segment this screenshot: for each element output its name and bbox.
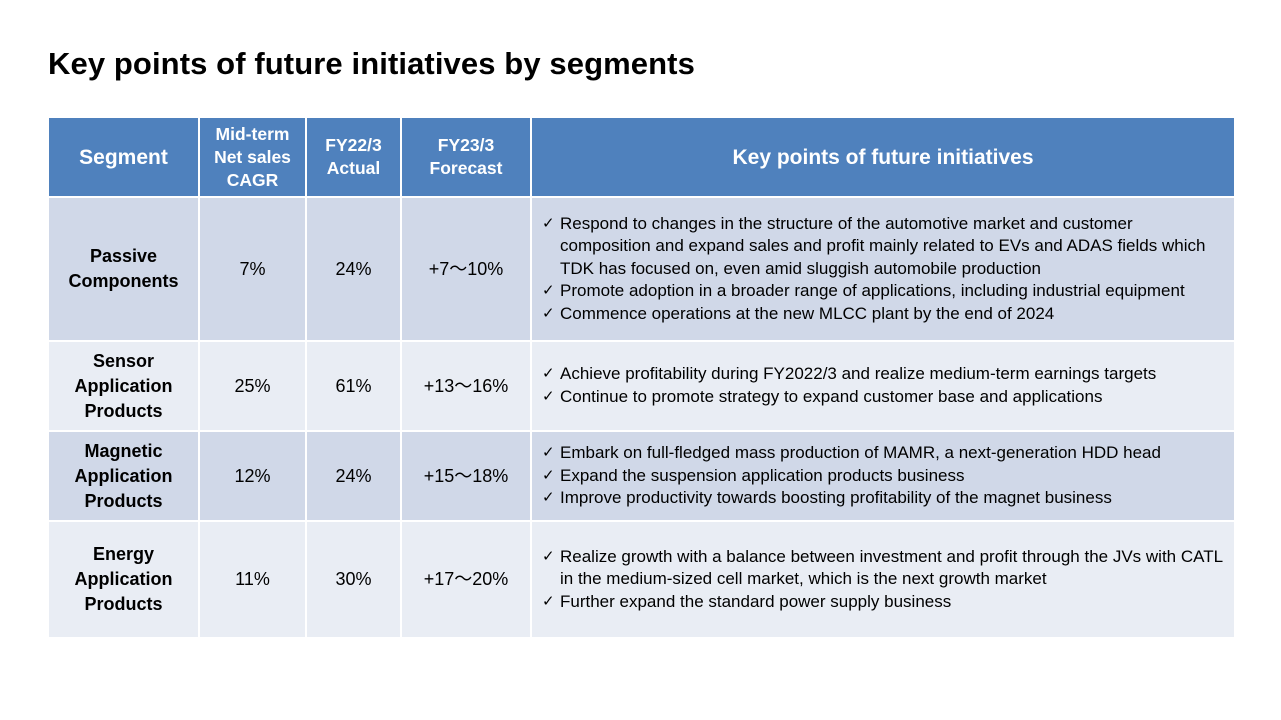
- actual-value: 61%: [305, 340, 402, 432]
- segment-name-line: Application: [74, 569, 173, 589]
- check-icon: ✓: [542, 444, 555, 462]
- forecast-value: +17～20%: [400, 520, 532, 639]
- initiatives-cell: ✓ Realize growth with a balance between i…: [530, 520, 1236, 639]
- initiative-text: Realize growth with a balance between in…: [560, 546, 1223, 589]
- header-forecast: FY23/3 Forecast: [400, 116, 532, 198]
- segment-name: Magnetic Application Products: [47, 430, 200, 522]
- header-segment: Segment: [47, 116, 200, 198]
- header-cagr-line3: CAGR: [226, 169, 279, 190]
- initiative-text: Commence operations at the new MLCC plan…: [560, 303, 1055, 323]
- table-row: Passive Components 7% 24% +7～10% ✓ Respon…: [47, 196, 1236, 342]
- header-actual-line1: FY22/3: [325, 135, 382, 155]
- initiatives-list: ✓ Achieve profitability during FY2022/3 a…: [542, 363, 1226, 408]
- initiative-item: ✓ Improve productivity towards boosting p…: [542, 487, 1226, 510]
- forecast-value: +13～16%: [400, 340, 532, 432]
- check-icon: ✓: [542, 547, 555, 565]
- initiative-item: ✓ Embark on full-fledged mass production …: [542, 442, 1226, 465]
- initiatives-list: ✓ Respond to changes in the structure of …: [542, 213, 1226, 326]
- segment-name-line: Sensor: [92, 350, 155, 371]
- header-cagr-line1: Mid-term: [215, 123, 290, 144]
- initiatives-list: ✓ Realize growth with a balance between i…: [542, 546, 1226, 614]
- table-row: Magnetic Application Products 12% 24% +1…: [47, 430, 1236, 522]
- initiatives-cell: ✓ Achieve profitability during FY2022/3 a…: [530, 340, 1236, 432]
- forecast-value: +15～18%: [400, 430, 532, 522]
- segment-name: Passive Components: [47, 196, 200, 342]
- initiative-text: Continue to promote strategy to expand c…: [560, 387, 1103, 406]
- initiative-item: ✓ Respond to changes in the structure of …: [542, 213, 1226, 281]
- segment-name: Sensor Application Products: [47, 340, 200, 432]
- header-initiatives: Key points of future initiatives: [530, 116, 1236, 198]
- cagr-value: 12%: [198, 430, 307, 522]
- page-title: Key points of future initiatives by segm…: [48, 46, 695, 81]
- actual-value: 24%: [305, 196, 402, 342]
- header-forecast-line2: Forecast: [429, 158, 503, 178]
- check-icon: ✓: [542, 365, 555, 383]
- actual-value: 30%: [305, 520, 402, 639]
- header-row: Segment Mid-term Net sales CAGR FY22/3 A…: [47, 116, 1236, 198]
- initiative-item: ✓ Achieve profitability during FY2022/3 a…: [542, 363, 1226, 386]
- segment-name-line: Products: [84, 594, 163, 614]
- check-icon: ✓: [542, 214, 555, 232]
- forecast-value: +7～10%: [400, 196, 532, 342]
- initiative-item: ✓ Continue to promote strategy to expand …: [542, 386, 1226, 409]
- initiative-item: ✓ Realize growth with a balance between i…: [542, 546, 1226, 591]
- segment-name-line: Application: [74, 465, 173, 486]
- actual-value: 24%: [305, 430, 402, 522]
- initiative-text: Expand the suspension application produc…: [560, 465, 965, 485]
- segment-name-line: Application: [74, 375, 173, 396]
- initiative-text: Achieve profitability during FY2022/3 an…: [560, 364, 1157, 384]
- header-actual: FY22/3 Actual: [305, 116, 402, 198]
- initiatives-list: ✓ Embark on full-fledged mass production …: [542, 442, 1226, 510]
- check-icon: ✓: [542, 592, 555, 610]
- header-forecast-line1: FY23/3: [437, 135, 495, 155]
- segment-name-line: Energy: [92, 544, 155, 564]
- segment-name-line: Magnetic: [84, 440, 163, 461]
- initiative-item: ✓ Further expand the standard power suppl…: [542, 591, 1226, 614]
- segment-name: Energy Application Products: [47, 520, 200, 639]
- check-icon: ✓: [542, 282, 555, 300]
- check-icon: ✓: [542, 489, 555, 507]
- segment-name-line: Products: [84, 400, 163, 421]
- header-cagr-line2: Net sales: [214, 146, 291, 167]
- table-row: Energy Application Products 11% 30% +17～…: [47, 520, 1236, 639]
- initiative-text: Promote adoption in a broader range of a…: [560, 281, 1185, 301]
- initiative-text: Improve productivity towards boosting pr…: [560, 488, 1112, 508]
- header-cagr: Mid-term Net sales CAGR: [198, 116, 307, 198]
- initiative-text: Respond to changes in the structure of t…: [560, 213, 1206, 278]
- table-row: Sensor Application Products 25% 61% +13～…: [47, 340, 1236, 432]
- initiative-item: ✓ Promote adoption in a broader range of …: [542, 280, 1226, 303]
- initiative-text: Further expand the standard power supply…: [560, 591, 952, 611]
- segment-name-line: Products: [84, 490, 163, 511]
- initiative-item: ✓ Expand the suspension application produ…: [542, 465, 1226, 488]
- check-icon: ✓: [542, 388, 555, 405]
- initiative-text: Embark on full-fledged mass production o…: [560, 443, 1161, 463]
- cagr-value: 7%: [198, 196, 307, 342]
- check-icon: ✓: [542, 466, 555, 484]
- check-icon: ✓: [542, 304, 555, 322]
- initiatives-cell: ✓ Respond to changes in the structure of …: [530, 196, 1236, 342]
- cagr-value: 11%: [198, 520, 307, 639]
- segment-name-line: Passive: [89, 246, 158, 266]
- header-actual-line2: Actual: [326, 158, 381, 178]
- initiative-item: ✓ Commence operations at the new MLCC pla…: [542, 303, 1226, 326]
- cagr-value: 25%: [198, 340, 307, 432]
- initiatives-cell: ✓ Embark on full-fledged mass production …: [530, 430, 1236, 522]
- segment-name-line: Components: [68, 271, 179, 291]
- segments-table: Segment Mid-term Net sales CAGR FY22/3 A…: [47, 116, 1236, 639]
